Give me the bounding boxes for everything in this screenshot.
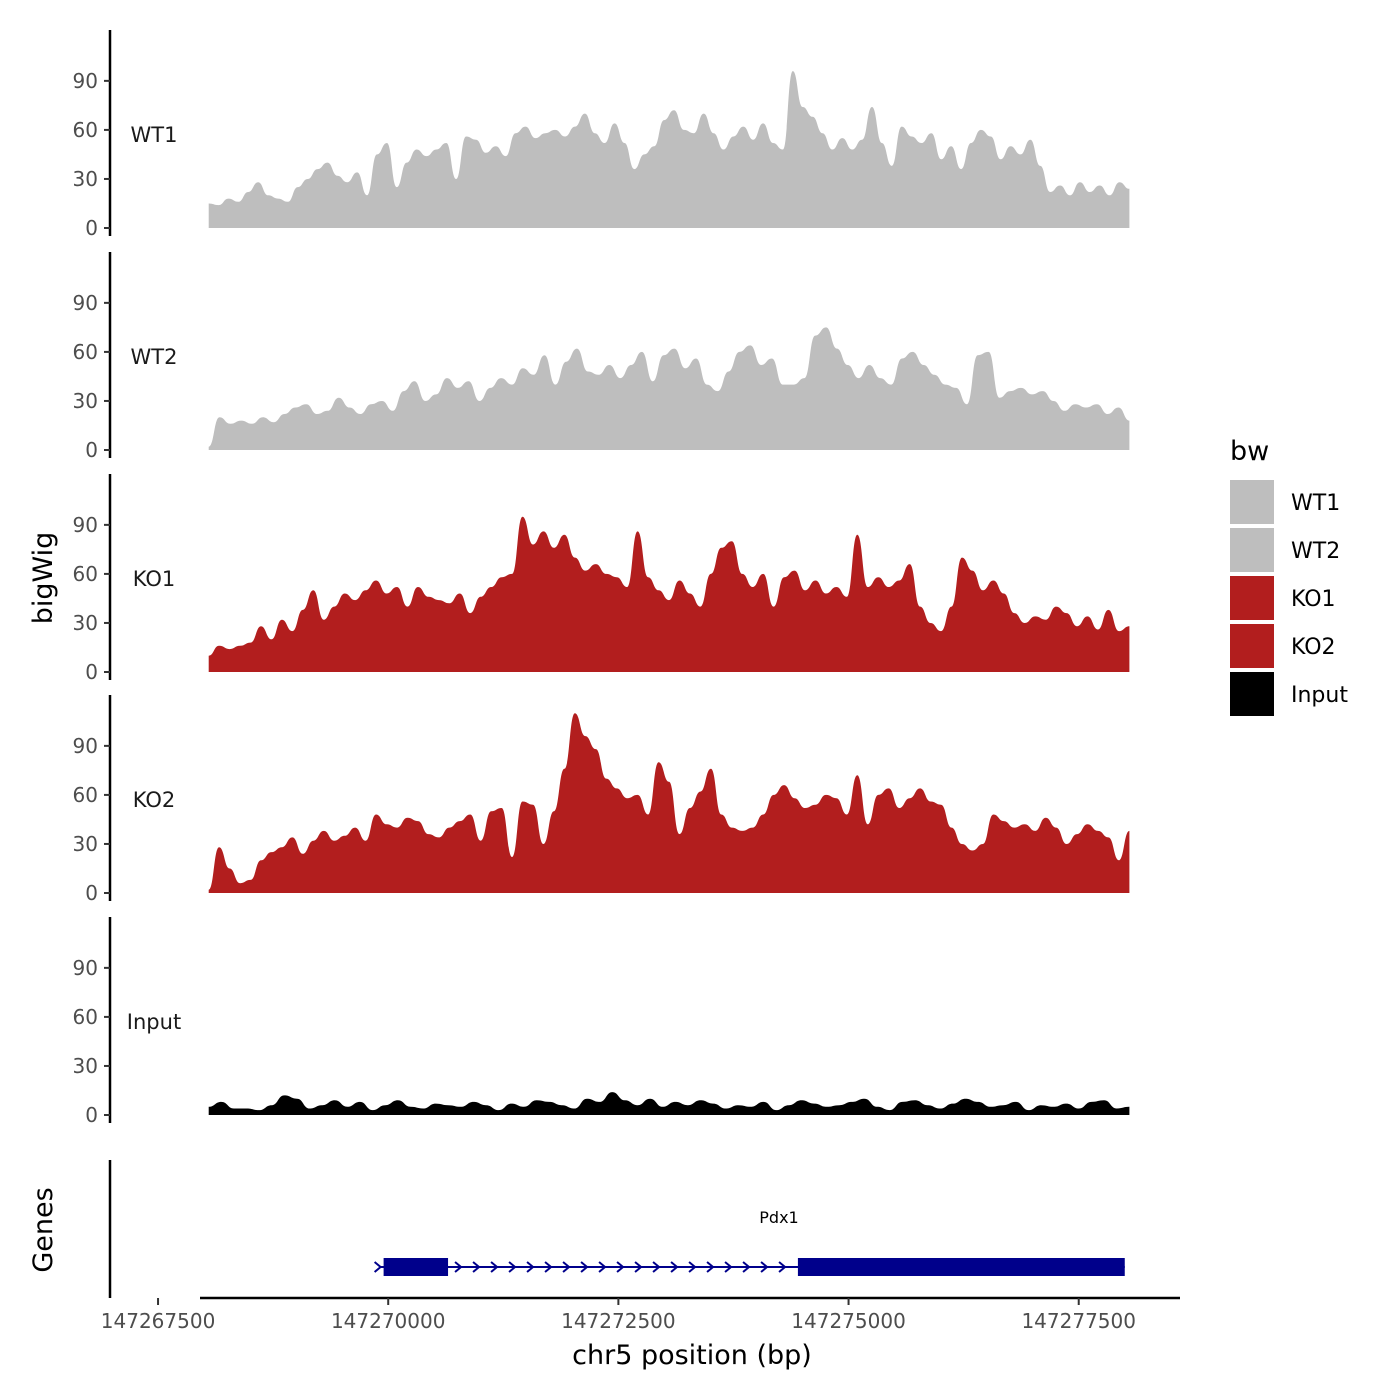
area-input: [208, 1092, 1130, 1115]
y-tick-label: 60: [73, 118, 98, 142]
area-wt1: [208, 71, 1130, 228]
track-wt2: 0 30 60 90 WT2: [73, 252, 1130, 462]
strand-arrow: [778, 1261, 787, 1273]
track-label: WT2: [131, 345, 178, 369]
strand-arrow: [373, 1261, 383, 1273]
x-tick-label: 147270000: [331, 1309, 446, 1333]
genes-axis-title: Genes: [28, 1187, 59, 1272]
strand-arrow: [688, 1261, 697, 1273]
gene-exon: [383, 1258, 449, 1276]
y-tick-label: 30: [73, 1054, 98, 1078]
x-tick-label: 147277500: [1021, 1309, 1136, 1333]
y-tick-label: 90: [73, 69, 98, 93]
legend-key-wt1: [1230, 480, 1274, 524]
y-tick-label: 60: [73, 562, 98, 586]
y-tick-label: 0: [85, 1103, 98, 1127]
y-tick-label: 90: [73, 956, 98, 980]
legend-label: WT2: [1291, 539, 1340, 564]
y-tick-label: 0: [85, 881, 98, 905]
y-tick-label: 90: [73, 291, 98, 315]
legend-title: bw: [1230, 436, 1269, 467]
track-label: KO2: [133, 788, 176, 812]
strand-arrow: [634, 1261, 643, 1273]
legend-label: KO2: [1291, 635, 1336, 660]
y-tick-label: 90: [73, 734, 98, 758]
strand-arrow: [670, 1261, 679, 1273]
strand-arrow: [472, 1261, 481, 1273]
y-tick-label: 0: [85, 216, 98, 240]
y-tick-label: 30: [73, 611, 98, 635]
track-input: 0 30 60 90 Input: [73, 917, 1130, 1127]
gene-name-label: Pdx1: [759, 1208, 798, 1227]
strand-arrow: [706, 1261, 715, 1273]
area-ko1: [208, 516, 1130, 672]
y-tick-label: 0: [85, 660, 98, 684]
y-axis-title: bigWig: [28, 532, 59, 625]
legend-key-wt2: [1230, 528, 1274, 572]
track-label: Input: [127, 1010, 181, 1034]
strand-arrow: [454, 1261, 463, 1273]
y-tick-label: 60: [73, 1005, 98, 1029]
x-tick-label: 147267500: [101, 1309, 216, 1333]
strand-arrow: [616, 1261, 625, 1273]
y-tick-label: 90: [73, 513, 98, 537]
legend-label: Input: [1291, 683, 1348, 708]
x-tick-label: 147272500: [561, 1309, 676, 1333]
strand-arrow: [760, 1261, 769, 1273]
track-wt1: 0 30 60 90 WT1: [73, 30, 1130, 240]
strand-arrow: [544, 1261, 553, 1273]
strand-arrow: [652, 1261, 661, 1273]
strand-arrow: [580, 1261, 589, 1273]
strand-arrow: [562, 1261, 571, 1273]
track-label: WT1: [131, 123, 178, 147]
y-tick-label: 30: [73, 389, 98, 413]
y-tick-label: 30: [73, 167, 98, 191]
y-tick-label: 60: [73, 783, 98, 807]
legend-key-input: [1230, 672, 1274, 716]
strand-arrow: [598, 1261, 607, 1273]
strand-arrow: [508, 1261, 517, 1273]
strand-arrow: [742, 1261, 751, 1273]
gene-exon: [797, 1258, 1125, 1276]
legend-label: KO1: [1291, 587, 1336, 612]
y-tick-label: 30: [73, 832, 98, 856]
area-wt2: [208, 327, 1130, 450]
y-tick-label: 60: [73, 340, 98, 364]
track-ko2: 0 30 60 90 KO2: [73, 695, 1130, 905]
track-label: KO1: [133, 567, 176, 591]
legend-key-ko2: [1230, 624, 1274, 668]
y-tick-label: 0: [85, 438, 98, 462]
area-ko2: [208, 713, 1130, 893]
x-tick-label: 147275000: [791, 1309, 906, 1333]
track-ko1: 0 30 60 90 KO1: [73, 474, 1130, 684]
strand-arrow: [724, 1261, 733, 1273]
strand-arrow: [526, 1261, 535, 1273]
strand-arrow: [490, 1261, 499, 1273]
legend-key-ko1: [1230, 576, 1274, 620]
x-axis-title: chr5 position (bp): [572, 1340, 812, 1371]
legend-label: WT1: [1291, 491, 1340, 516]
